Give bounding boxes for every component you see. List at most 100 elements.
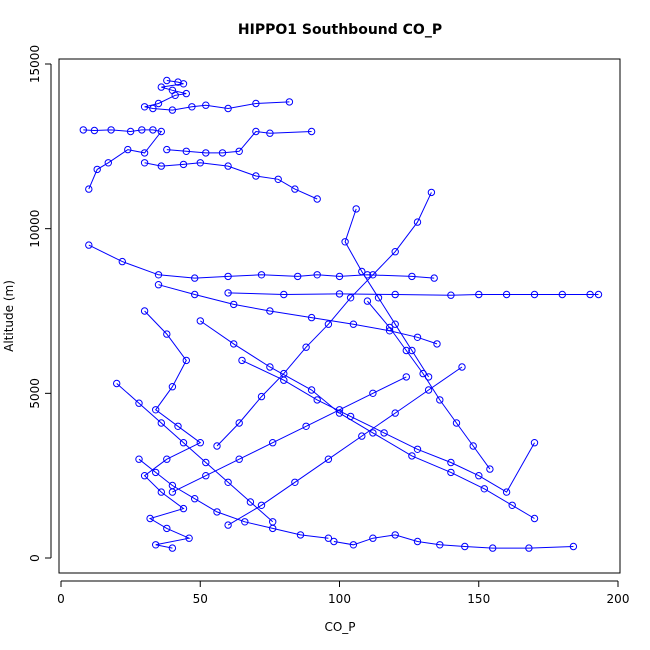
- data-point: [168, 106, 177, 114]
- data-point: [235, 455, 243, 463]
- data-point: [246, 498, 255, 506]
- data-point: [152, 541, 160, 549]
- data-point: [413, 537, 422, 546]
- data-point: [480, 485, 488, 493]
- data-point: [330, 537, 338, 546]
- data-point: [257, 392, 266, 401]
- data-point: [196, 439, 205, 447]
- series-13: [341, 205, 433, 381]
- data-point: [196, 317, 205, 325]
- data-point: [252, 172, 260, 180]
- data-point: [294, 272, 302, 281]
- data-point: [157, 162, 166, 170]
- series-line: [200, 320, 535, 519]
- data-point: [346, 294, 355, 302]
- data-point: [530, 439, 539, 447]
- data-point: [168, 383, 177, 391]
- data-point: [107, 126, 115, 134]
- data-point: [266, 129, 274, 137]
- data-point: [307, 386, 316, 394]
- y-tick-label: 5000: [28, 378, 42, 409]
- data-point: [163, 330, 171, 338]
- data-point: [202, 149, 210, 157]
- data-point: [430, 274, 438, 282]
- data-point: [163, 524, 171, 533]
- data-point: [374, 294, 383, 302]
- data-point: [118, 257, 127, 266]
- data-point: [191, 274, 199, 282]
- data-point: [385, 323, 394, 332]
- data-point: [104, 159, 113, 167]
- data-point: [202, 458, 210, 467]
- data-point: [352, 205, 360, 213]
- data-point: [224, 104, 232, 113]
- data-point: [257, 271, 266, 279]
- series-11: [135, 455, 333, 542]
- data-point: [530, 290, 539, 299]
- data-point: [313, 396, 321, 404]
- series-line: [241, 359, 535, 493]
- data-point: [266, 363, 274, 371]
- data-point: [296, 531, 305, 539]
- data-point: [358, 267, 366, 276]
- data-point: [149, 104, 157, 113]
- data-point: [113, 379, 121, 388]
- data-point: [349, 541, 358, 549]
- data-point: [452, 419, 461, 427]
- data-point: [140, 307, 149, 315]
- x-tick-label: 100: [328, 592, 351, 606]
- data-point: [224, 162, 232, 170]
- data-point: [135, 399, 143, 407]
- data-point: [163, 145, 171, 154]
- series-line: [116, 383, 274, 523]
- data-point: [138, 126, 146, 134]
- series-6: [154, 281, 441, 348]
- data-point: [413, 333, 422, 341]
- series-line: [344, 208, 430, 378]
- data-point: [346, 412, 355, 421]
- data-point: [369, 534, 377, 542]
- data-point: [391, 409, 399, 417]
- data-point: [124, 145, 132, 154]
- data-point: [163, 76, 171, 85]
- data-point: [558, 290, 566, 299]
- data-point: [380, 429, 388, 437]
- data-point: [179, 80, 188, 88]
- data-point: [140, 103, 149, 111]
- data-point: [475, 290, 483, 299]
- data-point: [502, 290, 511, 299]
- data-point: [157, 83, 166, 91]
- data-point: [475, 472, 483, 480]
- data-point: [291, 478, 299, 486]
- data-point: [269, 439, 277, 447]
- series-line: [88, 244, 435, 279]
- series-line: [367, 300, 491, 470]
- data-point: [280, 290, 288, 299]
- data-point: [196, 159, 205, 167]
- data-point: [324, 534, 333, 542]
- x-tick-label: 150: [467, 592, 490, 606]
- data-point: [252, 127, 260, 136]
- data-point: [369, 389, 377, 397]
- x-axis-label: CO_P: [324, 620, 355, 634]
- data-point: [157, 419, 166, 427]
- data-point: [85, 241, 93, 249]
- x-axis: 0 50 100 150 200: [57, 580, 630, 606]
- data-point: [302, 343, 310, 351]
- data-point: [269, 518, 277, 526]
- data-point: [369, 271, 377, 279]
- series-line: [333, 534, 574, 549]
- data-point: [157, 488, 166, 496]
- data-point: [349, 320, 358, 328]
- series-12: [363, 297, 494, 473]
- series-4: [85, 241, 438, 282]
- chart-title: HIPPO1 Southbound CO_P: [238, 22, 442, 38]
- data-point: [213, 442, 221, 450]
- data-point: [140, 472, 149, 480]
- series-line: [144, 162, 318, 200]
- x-tick-label: 200: [607, 592, 630, 606]
- series-line: [158, 284, 438, 345]
- series-5: [224, 289, 603, 299]
- x-tick-label: 50: [193, 592, 208, 606]
